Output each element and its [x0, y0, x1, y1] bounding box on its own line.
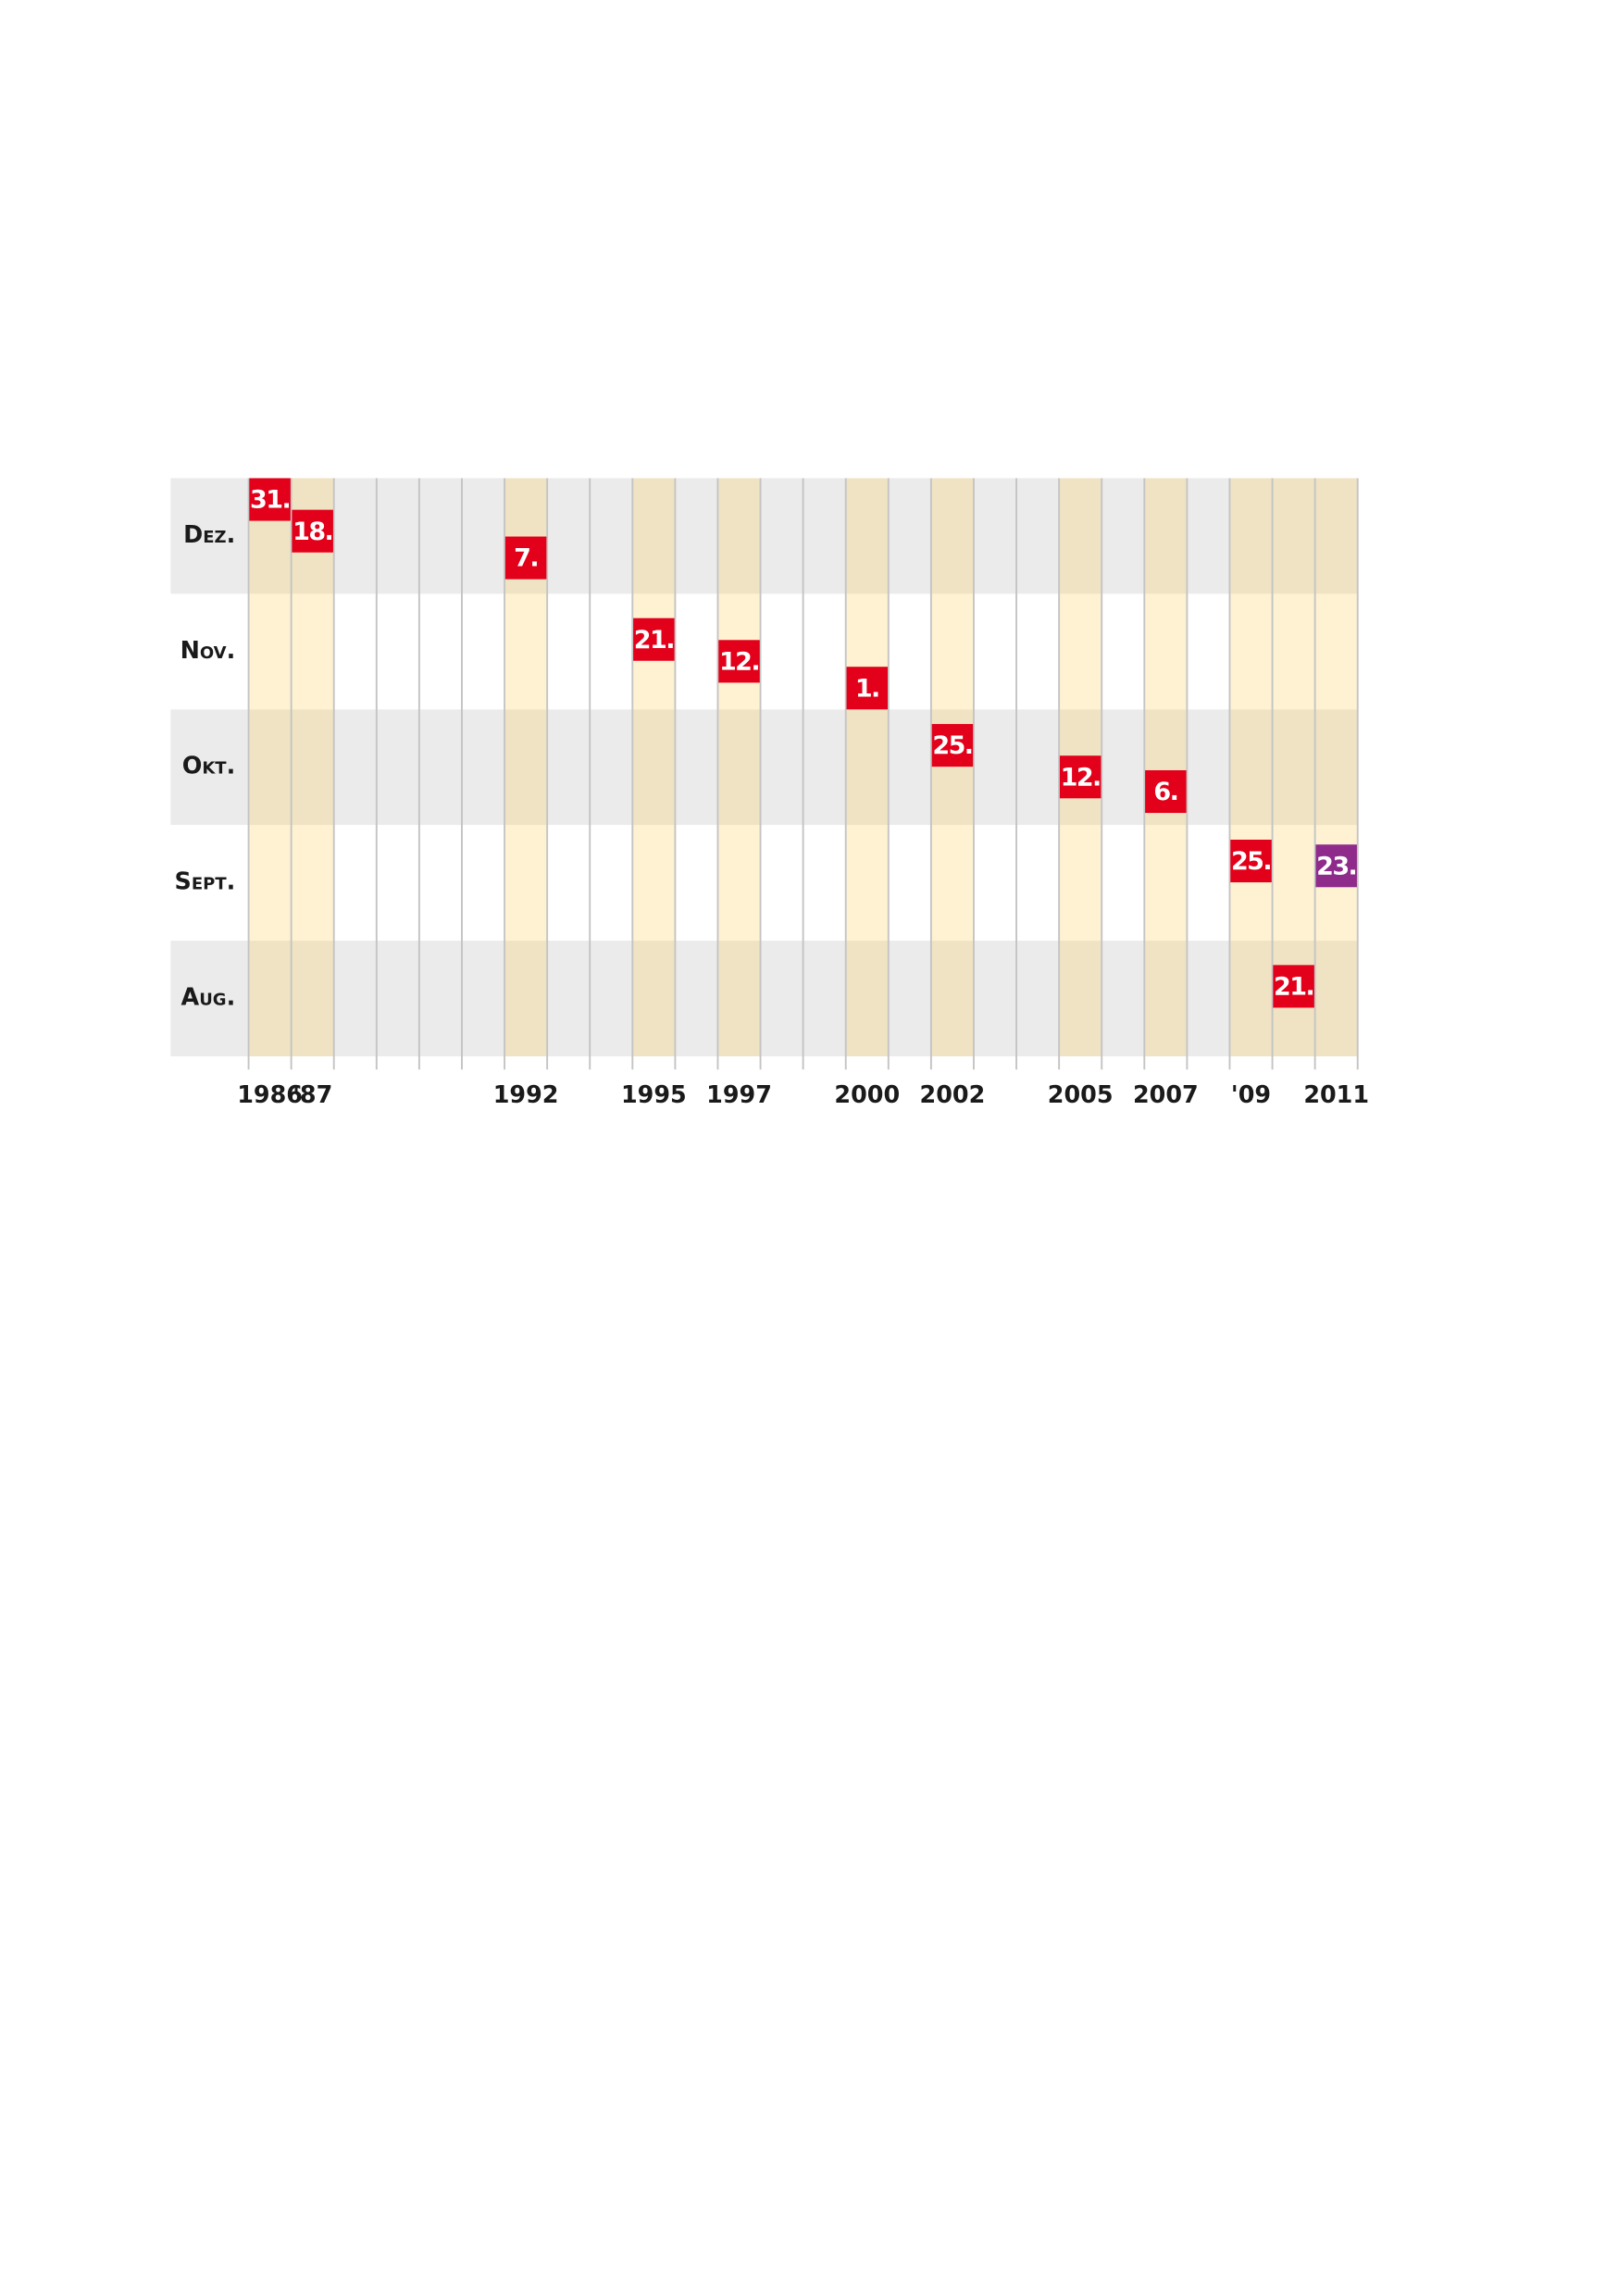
column-highlight	[248, 478, 292, 1056]
date-label: 25.	[932, 731, 972, 760]
row-band	[170, 825, 1358, 942]
date-label: 12.	[719, 647, 759, 676]
row-band	[170, 593, 1358, 710]
column-highlight	[845, 478, 889, 1056]
date-label: 6.	[1153, 778, 1177, 806]
x-tick-label: 2000	[834, 1080, 900, 1108]
column-highlight	[717, 478, 761, 1056]
date-label: 18.	[292, 518, 332, 546]
date-box	[1230, 839, 1272, 883]
date-label: 12.	[1061, 763, 1101, 792]
date-box	[249, 478, 291, 521]
x-tick-label: 2007	[1133, 1080, 1199, 1108]
x-tick-label: 2011	[1303, 1080, 1369, 1108]
column-highlight	[632, 478, 676, 1056]
x-tick-label: 2005	[1048, 1080, 1114, 1108]
date-label: 21.	[634, 626, 674, 655]
date-box	[846, 667, 889, 710]
x-tick-label: 1997	[706, 1080, 772, 1108]
date-box	[1273, 965, 1314, 1008]
row-label: Aug.	[181, 983, 236, 1011]
date-box	[1059, 755, 1101, 799]
row-label: Sept.	[175, 867, 236, 895]
column-highlight	[930, 478, 974, 1056]
column-highlight	[1314, 478, 1358, 1056]
date-label: 1.	[855, 674, 879, 703]
column-highlight	[291, 478, 334, 1056]
x-tick-label: 1995	[621, 1080, 687, 1108]
date-label: 21.	[1274, 973, 1313, 1002]
date-box	[504, 536, 547, 580]
column-highlight	[1229, 478, 1273, 1056]
row-label: Okt.	[182, 752, 235, 780]
column-highlight	[1272, 478, 1315, 1056]
row-band	[170, 478, 1358, 594]
x-tick-label: 2002	[920, 1080, 986, 1108]
date-box	[633, 618, 675, 661]
row-band	[170, 941, 1358, 1056]
row-label: Nov.	[180, 636, 236, 664]
column-highlight	[1144, 478, 1188, 1056]
x-tick-label: '87	[292, 1080, 332, 1108]
x-tick-label: 1992	[493, 1080, 559, 1108]
date-label: 31.	[250, 486, 290, 515]
date-label: 7.	[514, 544, 538, 573]
row-label: Dez.	[183, 520, 235, 548]
date-box	[292, 509, 333, 553]
date-box	[931, 724, 974, 767]
date-label: 25.	[1231, 847, 1271, 876]
x-tick-label: 1986	[237, 1080, 303, 1108]
date-box	[1315, 844, 1357, 888]
date-box	[1145, 769, 1187, 814]
date-box	[718, 640, 760, 683]
x-tick-label: '09	[1231, 1080, 1271, 1108]
date-label: 23.	[1316, 852, 1356, 880]
